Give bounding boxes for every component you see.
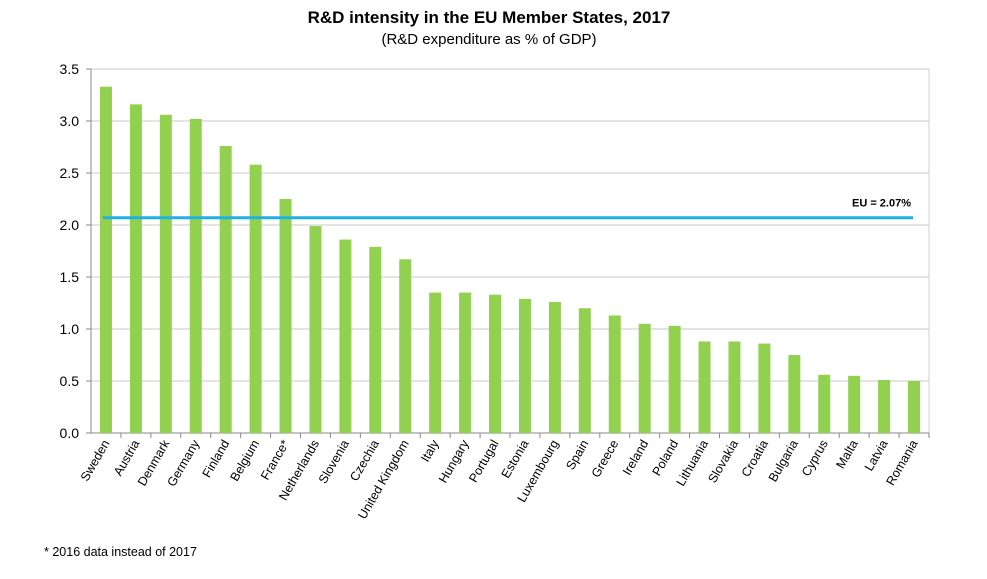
- bar-romania: [908, 381, 921, 433]
- bar-germany: [189, 118, 202, 434]
- bar-ireland: [638, 323, 651, 433]
- x-tick-label: Latvia: [862, 437, 891, 473]
- bar-sweden: [99, 86, 112, 434]
- bar-slovenia: [339, 239, 352, 433]
- x-tick-label: Malta: [833, 437, 860, 471]
- x-tick-label: Ireland: [620, 437, 651, 477]
- y-tick-label: 1.5: [60, 269, 80, 285]
- y-tick-label: 2.0: [60, 217, 80, 233]
- y-tick-label: 0.0: [60, 425, 80, 441]
- x-tick-label: Cyprus: [799, 438, 831, 479]
- y-tick-label: 2.5: [60, 165, 80, 181]
- footnote: * 2016 data instead of 2017: [44, 545, 197, 559]
- x-tick-label: Finland: [200, 437, 233, 480]
- bar-belgium: [249, 164, 262, 433]
- bar-italy: [429, 292, 442, 433]
- bar-lithuania: [698, 341, 711, 433]
- bar-spain: [578, 308, 591, 433]
- bar-finland: [219, 145, 232, 433]
- x-tick-label: Greece: [589, 437, 622, 480]
- bar-slovakia: [728, 341, 741, 433]
- x-tick-label: Spain: [563, 437, 591, 472]
- y-tick-label: 3.5: [60, 61, 80, 77]
- x-tick-label: Belgium: [227, 438, 262, 484]
- chart-title: R&D intensity in the EU Member States, 2…: [308, 8, 671, 27]
- bar-croatia: [758, 343, 771, 433]
- bar-portugal: [489, 294, 502, 433]
- x-tick-label: Italy: [418, 437, 442, 465]
- bar-luxembourg: [548, 301, 561, 433]
- bar-estonia: [518, 298, 531, 433]
- bar-hungary: [459, 292, 472, 433]
- bar-austria: [129, 104, 142, 434]
- bar-cyprus: [818, 374, 831, 433]
- x-tick-label: Sweden: [78, 437, 113, 483]
- bar-malta: [848, 375, 861, 433]
- chart-subtitle: (R&D expenditure as % of GDP): [381, 31, 596, 48]
- y-tick-label: 3.0: [60, 113, 80, 129]
- bar-france-: [279, 199, 292, 433]
- x-tick-label: Austria: [111, 437, 143, 478]
- bar-greece: [608, 315, 621, 433]
- y-tick-label: 0.5: [60, 373, 80, 389]
- eu-average-label: EU = 2.07%: [852, 198, 911, 210]
- x-tick-label: Poland: [650, 437, 682, 478]
- bar-bulgaria: [788, 355, 801, 433]
- x-tick-label: Estonia: [499, 437, 532, 480]
- bar-czechia: [369, 246, 382, 433]
- bar-netherlands: [309, 226, 322, 433]
- bar-poland: [668, 325, 681, 433]
- bar-denmark: [159, 114, 172, 433]
- y-tick-label: 1.0: [60, 321, 80, 337]
- bar-latvia: [878, 379, 891, 433]
- bar-united-kingdom: [399, 259, 412, 433]
- x-tick-label: Croatia: [739, 437, 771, 479]
- x-tick-label: Bulgaria: [766, 437, 801, 484]
